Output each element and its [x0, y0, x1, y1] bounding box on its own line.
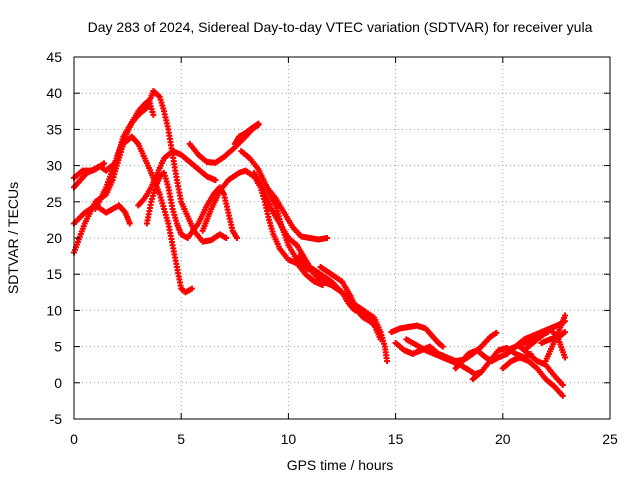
data-point	[371, 321, 378, 328]
x-axis-label: GPS time / hours	[287, 457, 394, 473]
x-tick-label: 25	[602, 431, 618, 447]
series-trace14	[296, 253, 384, 343]
series-trace23	[516, 343, 566, 388]
data-layer	[71, 88, 568, 399]
axis-ticks	[73, 56, 611, 420]
data-point	[559, 381, 566, 388]
series-trace3	[71, 202, 133, 227]
x-tick-label: 5	[177, 431, 185, 447]
series-trace5	[71, 97, 157, 181]
data-point	[561, 354, 568, 361]
data-point	[223, 235, 230, 241]
y-axis-label: SDTVAR / TECUs	[5, 182, 21, 294]
data-point	[561, 312, 568, 319]
data-point	[101, 160, 108, 167]
x-tick-label: 15	[388, 431, 404, 447]
series-trace21	[499, 354, 566, 399]
series-trace25	[542, 312, 568, 365]
series-trace6	[135, 148, 219, 209]
y-tick-label: -5	[50, 411, 63, 427]
series-trace16	[388, 322, 446, 350]
x-tick-label: 0	[70, 431, 78, 447]
data-point	[384, 358, 391, 365]
data-point	[559, 392, 566, 399]
data-point	[212, 177, 219, 184]
tick-labels: 0 5 10 15 20 25 -5 0 5 10 15 20 25 30 35 40 45	[46, 49, 618, 447]
y-tick-label: 35	[46, 121, 62, 137]
x-tick-label: 20	[495, 431, 511, 447]
y-tick-label: 5	[54, 339, 62, 355]
data-point	[255, 120, 262, 127]
data-point	[150, 111, 157, 118]
data-point	[233, 235, 240, 241]
y-tick-label: 20	[46, 230, 62, 246]
data-point	[323, 235, 330, 241]
x-tick-label: 10	[281, 431, 297, 447]
data-point	[544, 329, 551, 336]
series-trace4	[92, 88, 230, 245]
y-tick-label: 10	[46, 302, 62, 318]
y-tick-label: 45	[46, 49, 62, 65]
y-tick-label: 30	[46, 158, 62, 174]
series-trace26	[504, 329, 551, 354]
data-point	[126, 220, 133, 227]
series-trace18	[403, 336, 485, 378]
series-trace13	[263, 184, 330, 243]
data-point	[561, 329, 568, 336]
series-trace15	[317, 263, 378, 328]
data-point	[188, 285, 195, 292]
data-point	[377, 336, 384, 343]
y-tick-label: 40	[46, 85, 62, 101]
data-point	[493, 329, 500, 336]
series-trace9	[231, 120, 262, 147]
data-point	[439, 343, 446, 350]
chart-title: Day 283 of 2024, Sidereal Day-to-day VTE…	[88, 19, 593, 35]
y-tick-label: 0	[54, 375, 62, 391]
y-tick-label: 15	[46, 266, 62, 282]
y-tick-label: 25	[46, 194, 62, 210]
